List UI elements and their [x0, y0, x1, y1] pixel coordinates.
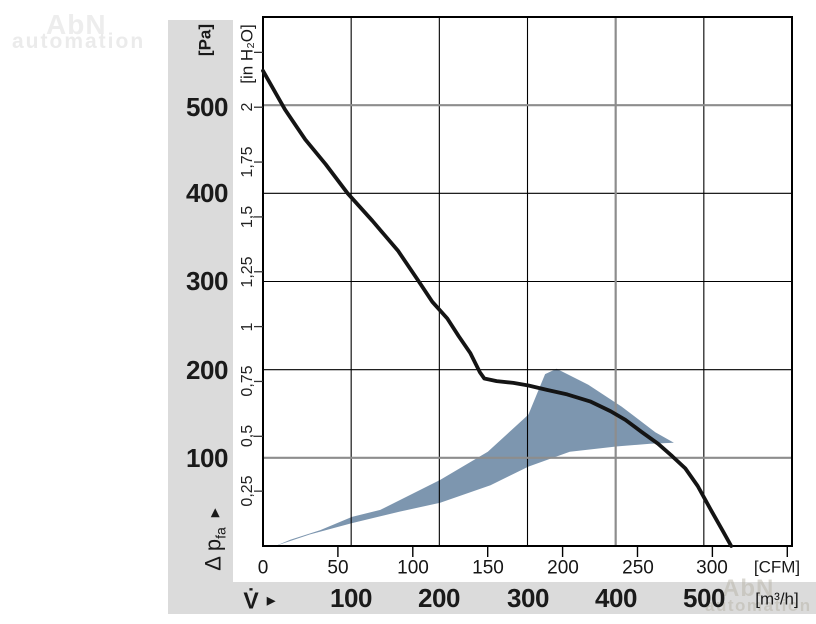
y-axis-title-text: Δ p [200, 538, 226, 571]
gridlines-gray [263, 17, 792, 546]
cfm-label-150: 150 [472, 557, 504, 579]
pa-label-300: 300 [186, 266, 228, 296]
m3h-unit-label: [m³/h] [755, 589, 799, 609]
inh2o-label-0-25: 0,25 [239, 475, 256, 507]
left-axis-band [168, 20, 233, 614]
cfm-label-100: 100 [397, 557, 429, 579]
cfm-label-250: 250 [622, 557, 654, 579]
inh2o-label-0-5: 0,5 [239, 424, 256, 448]
y-axis-title-subscript: fa [212, 527, 229, 539]
y-axis-title: Δ pfa ► [200, 505, 229, 571]
x-axis-title: V̇ ► [243, 587, 279, 614]
m3h-label-400: 400 [595, 583, 637, 613]
pa-label-200: 200 [186, 355, 228, 385]
inh2o-label-1: 1 [239, 322, 256, 332]
operating-range-area [275, 368, 674, 546]
inh2o-label-0-75: 0,75 [239, 365, 256, 397]
inh2o-label-2: 2 [239, 102, 256, 112]
plot-border [262, 16, 793, 547]
pa-label-400: 400 [186, 178, 228, 208]
pa-label-100: 100 [186, 443, 228, 473]
cfm-label-0: 0 [257, 557, 269, 579]
x-axis-arrow-icon: ► [263, 592, 279, 610]
gridlines-black [263, 17, 792, 546]
inh2o-label-1-25: 1,25 [239, 256, 256, 288]
cfm-label-300: 300 [696, 557, 728, 579]
bottom-axis-band [168, 582, 816, 614]
cfm-label-200: 200 [547, 557, 579, 579]
y-axis-arrow-icon: ► [206, 505, 224, 521]
inh2o-label-1-5: 1,5 [239, 205, 256, 229]
m3h-label-100: 100 [330, 583, 372, 613]
m3h-label-300: 300 [507, 583, 549, 613]
cfm-unit-label: [CFM] [753, 557, 801, 577]
m3h-label-500: 500 [683, 583, 725, 613]
fan-curve-line [261, 68, 734, 548]
inh2o-unit-label: [in H₂O] [237, 24, 257, 84]
m3h-label-200: 200 [418, 583, 460, 613]
axis-ticks [254, 51, 788, 557]
pa-label-500: 500 [186, 92, 228, 122]
x-axis-title-text: V̇ [243, 587, 259, 614]
pa-unit-label: [Pa] [195, 23, 215, 57]
inh2o-label-1-75: 1,75 [239, 146, 256, 178]
cfm-label-50: 50 [327, 557, 349, 579]
